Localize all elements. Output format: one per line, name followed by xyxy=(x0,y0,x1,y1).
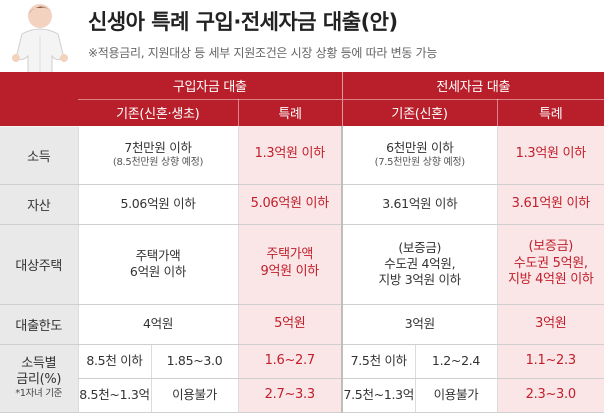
income-lease-special: 1.3억원 이하 xyxy=(496,126,604,185)
house-lease-special-line2: 수도권 5억원, xyxy=(513,255,588,271)
row-target-house: 대상주택 주택가액 6억원 이하 주택가액 9억원 이하 (보증금) 수도권 4… xyxy=(0,224,604,305)
row-income: 소득 7천만원 이하 (8.5천만원 상향 예정) 1.3억원 이하 6천만원 … xyxy=(0,126,604,185)
subheader-lease-special: 특례 xyxy=(496,99,604,126)
header-row-sub: 기존(신혼·생초) 특례 기존(신혼) 특례 xyxy=(0,99,604,126)
page-title: 신생아 특례 구입·전세자금 대출(안) xyxy=(88,10,398,34)
rate2-lease-rate: 이용불가 xyxy=(414,378,497,413)
page-subtitle: ※적용금리, 지원대상 등 세부 지원조건은 시장 상황 등에 따라 변동 가능 xyxy=(88,46,438,60)
income-purchase-special: 1.3억원 이하 xyxy=(237,126,342,185)
group-purchase-header: 구입자금 대출 xyxy=(78,72,342,100)
group-lease-header: 전세자금 대출 xyxy=(341,72,604,100)
house-purchase-special-line2: 9억원 이하 xyxy=(260,264,320,279)
row-label-rate: 소득별 금리(%) *1자녀 기준 xyxy=(0,344,78,413)
subheader-purchase-basic: 기존(신혼·생초) xyxy=(78,99,238,126)
assets-purchase-basic: 5.06억원 이하 xyxy=(77,184,238,225)
rate2-purchase-rate: 이용불가 xyxy=(150,378,238,413)
limit-lease-special: 3억원 xyxy=(496,304,604,345)
rate1-lease-rate: 1.2~2.4 xyxy=(414,344,497,379)
rate1-lease-income: 7.5천 이하 xyxy=(341,344,415,379)
assets-purchase-special: 5.06억원 이하 xyxy=(237,184,342,225)
house-lease-basic: (보증금) 수도권 4억원, 지방 3억원 이하 xyxy=(341,224,497,305)
rate1-lease-special: 1.1~2.3 xyxy=(496,344,604,379)
assets-lease-basic: 3.61억원 이하 xyxy=(341,184,497,225)
limit-lease-basic: 3억원 xyxy=(341,304,497,345)
row-label-loan-limit: 대출한도 xyxy=(0,304,78,345)
income-purchase-basic-value: 7천만원 이하 xyxy=(124,140,192,156)
rate2-purchase-income: 8.5천~1.3억 xyxy=(77,378,151,413)
subheader-lease-basic: 기존(신혼) xyxy=(341,99,497,126)
header-corner xyxy=(0,72,78,127)
house-lease-special-line1: (보증금) xyxy=(528,238,574,254)
rate2-lease-income: 7.5천~1.3억 xyxy=(341,378,415,413)
house-lease-basic-line2: 수도권 4억원, xyxy=(384,255,456,271)
limit-purchase-basic: 4억원 xyxy=(77,304,238,345)
rate-label-note: *1자녀 기준 xyxy=(15,388,63,400)
header-row-groups: 구입자금 대출 전세자금 대출 xyxy=(0,72,604,127)
rate-label-line2: 금리(%) xyxy=(16,372,62,388)
subheader-purchase-special: 특례 xyxy=(237,99,342,126)
rate1-purchase-special: 1.6~2.7 xyxy=(237,344,342,379)
house-lease-special-line3: 지방 4억원 이하 xyxy=(507,272,594,288)
row-label-target-house: 대상주택 xyxy=(0,224,78,305)
row-rate-1: 소득별 금리(%) *1자녀 기준 8.5천 이하 1.85~3.0 1.6~2… xyxy=(0,344,604,413)
rate2-purchase-special: 2.7~3.3 xyxy=(237,378,342,413)
row-label-assets: 자산 xyxy=(0,184,78,225)
row-label-income: 소득 xyxy=(0,126,78,185)
rate1-purchase-income: 8.5천 이하 xyxy=(77,344,151,379)
income-lease-basic-value: 6천만원 이하 xyxy=(386,140,454,156)
house-lease-basic-line1: (보증금) xyxy=(398,239,442,255)
rate1-purchase-rate: 1.85~3.0 xyxy=(150,344,238,379)
assets-lease-special: 3.61억원 이하 xyxy=(496,184,604,225)
house-purchase-basic-line1: 주택가액 xyxy=(135,247,181,263)
house-purchase-basic-line2: 6억원 이하 xyxy=(129,264,187,279)
loan-comparison-table: 구입자금 대출 전세자금 대출 기존(신혼·생초) 특례 기존(신혼) 특례 소… xyxy=(0,72,604,413)
income-purchase-basic-note: (8.5천만원 상향 예정) xyxy=(112,157,204,169)
rate-label-line1: 소득별 xyxy=(21,355,57,371)
limit-purchase-special: 5억원 xyxy=(237,304,342,345)
house-lease-basic-line3: 지방 3억원 이하 xyxy=(378,272,462,288)
row-assets: 자산 5.06억원 이하 5.06억원 이하 3.61억원 이하 3.61억원 … xyxy=(0,184,604,225)
income-purchase-basic: 7천만원 이하 (8.5천만원 상향 예정) xyxy=(77,126,238,185)
house-lease-special: (보증금) 수도권 5억원, 지방 4억원 이하 xyxy=(496,224,604,305)
baby-illustration xyxy=(12,4,68,83)
house-purchase-special: 주택가액 9억원 이하 xyxy=(237,224,342,305)
row-rate-2: 8.5천~1.3억 이용불가 2.7~3.3 7.5천~1.3억 이용불가 2.… xyxy=(0,378,604,413)
house-purchase-special-line1: 주택가액 xyxy=(266,247,314,263)
income-lease-basic: 6천만원 이하 (7.5천만원 상향 예정) xyxy=(341,126,497,185)
rate2-lease-special: 2.3~3.0 xyxy=(496,378,604,413)
income-lease-basic-note: (7.5천만원 상향 예정) xyxy=(374,157,466,169)
house-purchase-basic: 주택가액 6억원 이하 xyxy=(77,224,238,305)
row-loan-limit: 대출한도 4억원 5억원 3억원 3억원 xyxy=(0,304,604,345)
